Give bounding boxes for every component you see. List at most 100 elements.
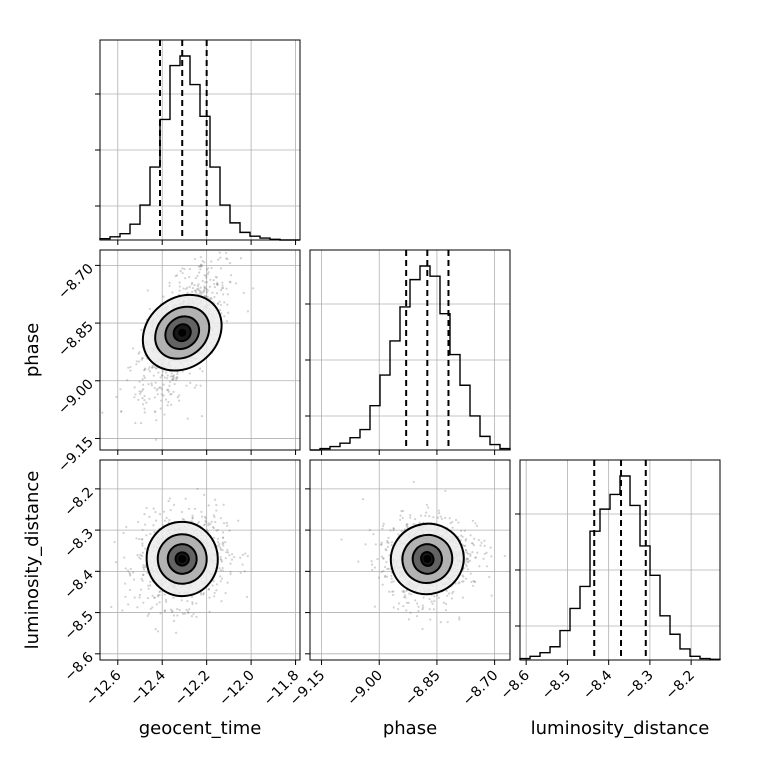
sample-point bbox=[195, 384, 198, 387]
sample-point bbox=[206, 273, 209, 276]
y-axis-label-luminosity_distance: luminosity_distance bbox=[22, 471, 43, 650]
sample-point bbox=[175, 376, 178, 379]
sample-point bbox=[178, 399, 181, 402]
sample-point bbox=[465, 565, 468, 568]
sample-point bbox=[385, 561, 388, 564]
sample-point bbox=[469, 534, 472, 537]
sample-point bbox=[156, 387, 159, 391]
panel-frame-2-2 bbox=[519, 459, 721, 661]
sample-point bbox=[142, 601, 145, 604]
sample-point bbox=[444, 602, 448, 605]
grid-2-1 bbox=[310, 460, 510, 660]
sample-point bbox=[220, 312, 223, 315]
sample-point bbox=[415, 615, 419, 618]
sample-point bbox=[140, 358, 143, 361]
sample-point bbox=[205, 276, 208, 279]
sample-point bbox=[157, 594, 160, 597]
sample-point bbox=[216, 283, 219, 286]
sample-point bbox=[252, 287, 255, 290]
sample-point bbox=[220, 287, 224, 290]
sample-point bbox=[181, 517, 184, 521]
sample-point bbox=[193, 289, 196, 292]
sample-point bbox=[229, 281, 232, 284]
sample-point bbox=[482, 557, 485, 560]
sample-point bbox=[176, 608, 179, 611]
sample-point bbox=[226, 293, 229, 296]
x-tick-label: −12.4 bbox=[127, 667, 169, 709]
sample-point bbox=[151, 366, 154, 369]
sample-point bbox=[146, 597, 150, 600]
sample-point bbox=[141, 356, 144, 360]
sample-point bbox=[397, 533, 400, 536]
sample-point bbox=[162, 295, 165, 298]
sample-point bbox=[225, 551, 228, 554]
sample-point bbox=[165, 516, 168, 520]
sample-point bbox=[124, 595, 127, 598]
sample-point bbox=[218, 545, 221, 548]
sample-point bbox=[200, 293, 203, 296]
sample-point bbox=[150, 382, 153, 385]
sample-point bbox=[143, 411, 146, 414]
sample-point bbox=[115, 395, 118, 399]
sample-point bbox=[172, 390, 175, 394]
sample-point bbox=[407, 592, 411, 595]
sample-point bbox=[430, 600, 433, 603]
sample-point bbox=[465, 551, 469, 554]
sample-point bbox=[467, 560, 470, 563]
sample-point bbox=[176, 376, 179, 379]
sample-point bbox=[237, 519, 240, 522]
sample-point bbox=[219, 546, 222, 550]
sample-point bbox=[436, 516, 439, 519]
sample-point bbox=[135, 363, 138, 366]
sample-point bbox=[196, 274, 199, 278]
sample-point bbox=[223, 315, 226, 318]
sample-point bbox=[139, 557, 142, 560]
sample-point bbox=[461, 580, 464, 583]
sample-point bbox=[154, 438, 157, 441]
sample-point bbox=[187, 507, 191, 510]
sample-point bbox=[180, 510, 184, 514]
sample-point bbox=[224, 251, 228, 254]
sample-point bbox=[138, 593, 141, 597]
sample-point bbox=[200, 510, 203, 513]
sample-point bbox=[374, 543, 377, 546]
sample-point bbox=[163, 610, 167, 613]
sample-point bbox=[458, 616, 461, 619]
sample-point bbox=[469, 554, 472, 557]
sample-point bbox=[209, 244, 211, 246]
sample-point bbox=[168, 518, 171, 522]
contour-line bbox=[389, 522, 465, 596]
sample-point bbox=[228, 554, 231, 557]
sample-point bbox=[473, 580, 476, 583]
sample-point bbox=[160, 393, 163, 396]
sample-point bbox=[382, 557, 385, 560]
sample-point bbox=[211, 291, 214, 294]
sample-point bbox=[129, 369, 132, 372]
sample-point bbox=[220, 577, 224, 580]
sample-point bbox=[406, 523, 409, 526]
x-tick-label: −12.2 bbox=[172, 668, 214, 710]
sample-point bbox=[467, 552, 470, 555]
sample-point bbox=[216, 283, 219, 287]
sample-point bbox=[191, 516, 194, 519]
sample-point bbox=[230, 558, 234, 561]
sample-point bbox=[227, 551, 230, 554]
sample-point bbox=[419, 514, 423, 517]
sample-point bbox=[125, 525, 128, 529]
sample-point bbox=[208, 596, 211, 599]
sample-point bbox=[221, 548, 224, 552]
sample-point bbox=[197, 265, 201, 268]
sample-point bbox=[169, 393, 172, 396]
sample-point bbox=[178, 289, 181, 292]
sample-point bbox=[390, 577, 393, 580]
sample-point bbox=[437, 596, 440, 599]
y-tick-label: −8.3 bbox=[61, 526, 96, 561]
sample-point bbox=[403, 528, 407, 531]
sample-point bbox=[132, 571, 135, 574]
sample-point bbox=[397, 602, 401, 605]
sample-point bbox=[178, 285, 181, 288]
sample-point bbox=[157, 371, 160, 374]
sample-point bbox=[440, 517, 444, 521]
sample-point bbox=[203, 493, 206, 496]
